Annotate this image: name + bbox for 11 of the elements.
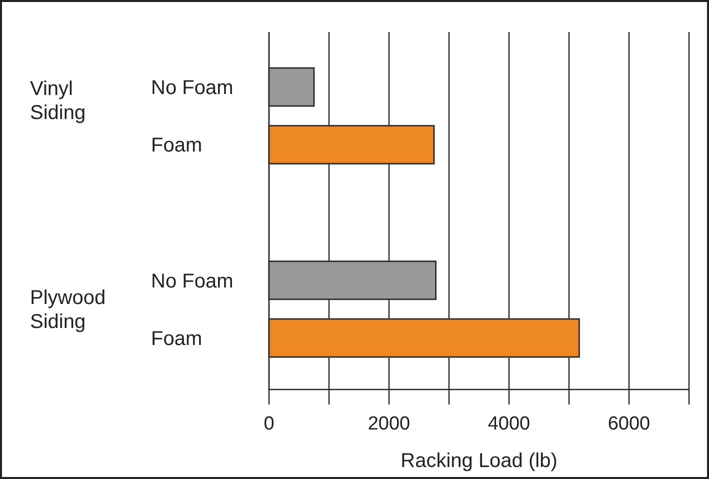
- x-axis-title: Racking Load (lb): [400, 450, 558, 472]
- y-tick-label: Foam: [151, 134, 202, 157]
- y-tick-label: No Foam: [151, 77, 234, 99]
- x-tick-label: 0: [264, 414, 274, 434]
- x-tick-label: 4000: [488, 414, 530, 434]
- y-tick-label: No Foam: [151, 270, 234, 292]
- y-tick-label: Foam: [151, 328, 202, 350]
- text: Plywood Siding: [30, 287, 106, 334]
- x-tick-label: 2000: [368, 414, 410, 434]
- text: Vinyl Siding: [30, 78, 86, 124]
- x-tick-label: 6000: [608, 414, 650, 434]
